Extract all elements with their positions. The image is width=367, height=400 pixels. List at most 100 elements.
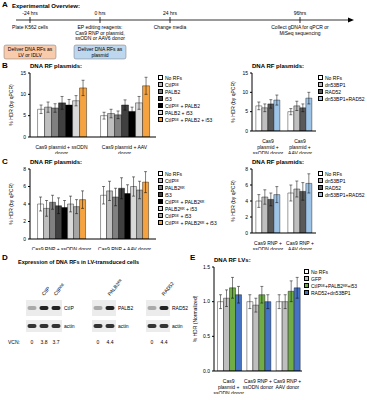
svg-text:4.4: 4.4 bbox=[107, 339, 114, 345]
html-text:RAD52: RAD52 bbox=[325, 184, 342, 191]
svg-text:Plate K562 cells: Plate K562 cells bbox=[12, 24, 48, 30]
svg-text:EP editing reagents:Cas9 RNP o: EP editing reagents:Cas9 RNP or plasmid,… bbox=[75, 24, 125, 41]
html-text:No RFs: No RFs bbox=[325, 74, 342, 81]
svg-text:15: 15 bbox=[20, 70, 26, 76]
html-text:dn53BP1: dn53BP1 bbox=[325, 177, 346, 184]
svg-text:3.7: 3.7 bbox=[53, 339, 60, 345]
svg-text:4.4: 4.4 bbox=[161, 339, 168, 345]
svg-text:Cas9 plasmid + AAVdonor: Cas9 plasmid + AAVdonor bbox=[102, 144, 148, 154]
svg-text:96hrs: 96hrs bbox=[294, 10, 307, 16]
html-text:No RFs: No RFs bbox=[165, 74, 182, 81]
svg-text:1.0: 1.0 bbox=[203, 298, 210, 304]
svg-text:Cas9 RNP +AAV donor: Cas9 RNP +AAV donor bbox=[273, 378, 301, 390]
html-text:CtIPᴰᴱ + PALB2 + i53: CtIPᴰᴱ + PALB2 + i53 bbox=[165, 116, 213, 123]
svg-text:Collect gDNA for qPCR orMiSeq: Collect gDNA for qPCR orMiSeq sequencing bbox=[271, 24, 329, 36]
svg-text:Deliver DNA RFs asplasmid: Deliver DNA RFs asplasmid bbox=[78, 46, 123, 58]
svg-text:Experimental Overview:: Experimental Overview: bbox=[12, 3, 80, 9]
svg-text:6: 6 bbox=[23, 183, 26, 189]
svg-text:Expression of DNA RFs in LV-tr: Expression of DNA RFs in LV-transduced c… bbox=[18, 259, 139, 265]
svg-text:Cas9 RNP + AAV donor: Cas9 RNP + AAV donor bbox=[98, 246, 151, 250]
svg-text:Cas9 RNP +ssODN donor: Cas9 RNP +ssODN donor bbox=[253, 240, 284, 250]
html-text:No RFs: No RFs bbox=[325, 170, 342, 177]
html-text:E: E bbox=[190, 253, 196, 262]
svg-text:4: 4 bbox=[245, 198, 248, 204]
html-text:C: C bbox=[2, 157, 8, 166]
html-text:% HDR (by qPCR): % HDR (by qPCR) bbox=[230, 81, 236, 123]
html-text:DNA RF plasmids:: DNA RF plasmids: bbox=[30, 63, 83, 69]
svg-text:CtIP: CtIP bbox=[40, 285, 51, 297]
svg-text:actin: actin bbox=[64, 323, 75, 329]
svg-text:Cas9 RNP +AAV donor: Cas9 RNP +AAV donor bbox=[286, 240, 314, 250]
html-text:GFP: GFP bbox=[311, 275, 322, 282]
html-text:CtIPᴰᴱ + PALB2ᴷᴿ: CtIPᴰᴱ + PALB2ᴷᴿ bbox=[165, 198, 205, 205]
html-text:CtIPᴰᴱ+PALB2ᴷᴿ+i53: CtIPᴰᴱ+PALB2ᴷᴿ+i53 bbox=[311, 282, 358, 289]
html-text:% HDR (by qPCR): % HDR (by qPCR) bbox=[8, 84, 14, 126]
svg-text:8: 8 bbox=[245, 166, 248, 172]
svg-text:Cas9 RNP + ssODN donor: Cas9 RNP + ssODN donor bbox=[32, 246, 92, 250]
html-text:RAD52: RAD52 bbox=[325, 88, 342, 95]
svg-text:Deliver DNA RFs asLV or IDLV: Deliver DNA RFs asLV or IDLV bbox=[8, 46, 53, 58]
html-text:PALB2: PALB2 bbox=[165, 88, 181, 95]
html-text:CtIPᴰᴱ + i53: CtIPᴰᴱ + i53 bbox=[165, 212, 192, 219]
svg-text:0.0: 0.0 bbox=[203, 368, 210, 374]
html-text:dn53BP1: dn53BP1 bbox=[325, 81, 346, 88]
svg-text:Cas9 RNP +ssODN donor: Cas9 RNP +ssODN donor bbox=[243, 378, 274, 390]
svg-text:0: 0 bbox=[151, 339, 154, 345]
svg-text:Cas9 plasmid + ssODNdonor: Cas9 plasmid + ssODNdonor bbox=[35, 144, 87, 154]
svg-text:VCN:: VCN: bbox=[8, 339, 20, 345]
html-text:No RFs: No RFs bbox=[165, 170, 182, 177]
html-text:No RFs: No RFs bbox=[311, 268, 328, 275]
svg-text:2: 2 bbox=[245, 214, 248, 220]
svg-text:CtIPᴰᴱ: CtIPᴰᴱ bbox=[52, 282, 66, 297]
html-text:i53: i53 bbox=[165, 191, 172, 198]
svg-text:Cas9plasmid +ssODN donor: Cas9plasmid +ssODN donor bbox=[253, 138, 284, 154]
html-text:A: A bbox=[2, 0, 8, 9]
svg-text:3.8: 3.8 bbox=[41, 339, 48, 345]
svg-text:0: 0 bbox=[245, 128, 248, 134]
svg-text:0 hrs: 0 hrs bbox=[94, 10, 106, 16]
svg-text:PALB2: PALB2 bbox=[118, 305, 133, 311]
html-text:DNA RF plasmids:: DNA RF plasmids: bbox=[252, 63, 305, 69]
html-text:CtIPᴰᴱ: CtIPᴰᴱ bbox=[165, 177, 179, 184]
svg-text:PALB2ᴷᴿ: PALB2ᴷᴿ bbox=[106, 277, 124, 296]
svg-text:Cas9plasmid +AAV donor: Cas9plasmid +AAV donor bbox=[288, 138, 312, 154]
html-text:CtIPᴰᴱ + PALB2ᴷᴿ + i53: CtIPᴰᴱ + PALB2ᴷᴿ + i53 bbox=[165, 219, 217, 226]
svg-text:-24 hrs: -24 hrs bbox=[22, 10, 38, 16]
svg-text:actin: actin bbox=[118, 323, 129, 329]
svg-text:0: 0 bbox=[23, 134, 26, 140]
svg-text:Change media: Change media bbox=[154, 24, 187, 30]
svg-text:CtIP: CtIP bbox=[64, 305, 74, 311]
html-text:CtIPᴰᴱ: CtIPᴰᴱ bbox=[165, 81, 179, 88]
html-text:dn53BP1+RAD52: dn53BP1+RAD52 bbox=[325, 191, 365, 198]
svg-text:RAD52: RAD52 bbox=[160, 280, 175, 296]
html-text:CtIPᴰᴱ + PALB2: CtIPᴰᴱ + PALB2 bbox=[165, 102, 200, 109]
svg-text:15: 15 bbox=[242, 70, 248, 76]
svg-text:0: 0 bbox=[245, 230, 248, 236]
svg-text:1.5: 1.5 bbox=[203, 264, 210, 270]
html-text:DNA RF plasmids:: DNA RF plasmids: bbox=[30, 159, 83, 165]
html-text:dn53BP1+RAD52: dn53BP1+RAD52 bbox=[325, 95, 365, 102]
svg-text:RAD52: RAD52 bbox=[172, 305, 188, 311]
svg-text:4: 4 bbox=[23, 201, 26, 207]
svg-text:10: 10 bbox=[242, 89, 248, 95]
svg-text:6: 6 bbox=[245, 182, 248, 188]
svg-text:8: 8 bbox=[23, 166, 26, 172]
svg-text:0: 0 bbox=[31, 339, 34, 345]
svg-text:24 hrs: 24 hrs bbox=[163, 10, 177, 16]
html-text:B: B bbox=[2, 61, 8, 70]
html-text:PALB2ᴷᴿ: PALB2ᴷᴿ bbox=[165, 184, 185, 191]
svg-text:0.5: 0.5 bbox=[203, 333, 210, 339]
svg-text:5: 5 bbox=[23, 112, 26, 118]
html-text:PALB2 + i53: PALB2 + i53 bbox=[165, 109, 193, 116]
svg-text:5: 5 bbox=[245, 108, 248, 114]
svg-text:10: 10 bbox=[20, 91, 26, 97]
svg-text:0: 0 bbox=[97, 339, 100, 345]
html-text:i53: i53 bbox=[165, 95, 172, 102]
html-text:PALB2ᴷᴿ + i53: PALB2ᴷᴿ + i53 bbox=[165, 205, 197, 212]
svg-text:0: 0 bbox=[23, 236, 26, 242]
svg-text:actin: actin bbox=[172, 323, 183, 329]
html-text:RAD52+dn53BP1: RAD52+dn53BP1 bbox=[311, 289, 351, 296]
svg-text:Cas9plasmid +ssODN donor: Cas9plasmid +ssODN donor bbox=[214, 378, 245, 394]
svg-text:2: 2 bbox=[23, 218, 26, 224]
html-text:D: D bbox=[2, 253, 8, 262]
